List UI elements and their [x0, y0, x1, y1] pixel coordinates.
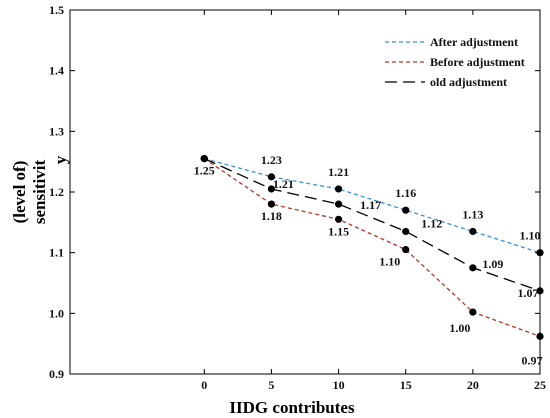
- data-label: 1.00: [449, 321, 470, 335]
- data-point: [267, 200, 276, 208]
- x-tick-label: 20: [467, 378, 479, 392]
- x-tick-label: 25: [534, 378, 546, 392]
- data-label: 1.25: [194, 164, 215, 178]
- data-point: [402, 206, 410, 214]
- y-tick-label: 1.5: [49, 3, 64, 17]
- data-label: 1.15: [328, 224, 349, 238]
- data-label: 1.16: [395, 186, 416, 200]
- data-label: 1.18: [261, 209, 282, 223]
- data-point: [536, 287, 544, 295]
- data-label: 1.21: [328, 165, 349, 179]
- data-label: 1.10: [379, 255, 400, 269]
- data-label: 1.10: [520, 229, 541, 243]
- data-point: [536, 332, 544, 340]
- series-line-2: [204, 158, 541, 292]
- y-tick-label: 1.3: [49, 124, 64, 138]
- series-points: [200, 155, 544, 340]
- data-label: 1.12: [421, 216, 442, 230]
- y-tick-label: 1.0: [49, 306, 64, 320]
- data-label: 0.97: [522, 353, 543, 367]
- y-tick-label: 1.1: [49, 246, 64, 260]
- data-label: 1.13: [462, 207, 483, 221]
- y-axis-title-line-2: sensitivit: [30, 160, 49, 225]
- y-axis-ticks: 0.9 1.0 1.1 1.2 1.3 1.4 1.5: [49, 3, 540, 381]
- data-point: [536, 249, 544, 257]
- data-label: 1.23: [261, 153, 282, 167]
- x-tick-label: 0: [201, 378, 207, 392]
- legend-entry: old adjustment: [430, 75, 507, 89]
- data-point: [469, 227, 477, 236]
- y-axis-title: (level of) sensitivit y: [10, 155, 70, 224]
- x-axis-ticks: 0 5 10 15 20 25: [201, 10, 546, 392]
- data-point: [267, 185, 276, 193]
- y-axis-title-line-3: y: [51, 155, 70, 164]
- data-point: [334, 200, 343, 208]
- data-label: 1.09: [482, 257, 503, 271]
- data-point: [402, 246, 410, 254]
- x-tick-label: 15: [400, 378, 412, 392]
- legend: After adjustment Before adjustment old adj…: [385, 35, 525, 89]
- x-axis-title: IIDG contributes: [229, 398, 355, 417]
- y-tick-label: 1.2: [49, 185, 64, 199]
- data-label: 1.07: [518, 286, 539, 300]
- y-tick-label: 0.9: [49, 367, 64, 381]
- legend-entry: Before adjustment: [430, 55, 525, 69]
- x-tick-label: 10: [333, 378, 345, 392]
- data-point: [469, 264, 477, 272]
- data-point: [469, 308, 477, 316]
- data-label: 1.17: [360, 198, 381, 212]
- data-point: [334, 185, 343, 193]
- data-point: [402, 227, 410, 236]
- legend-entry: After adjustment: [430, 35, 518, 49]
- x-tick-label: 5: [268, 378, 274, 392]
- data-labels: 1.23 1.21 1.16 1.13 1.10 1.25 1.18 1.15 1.10 1.00…: [194, 153, 543, 368]
- series-line-0: [204, 157, 541, 254]
- series-lines: [203, 157, 541, 338]
- y-axis-title-line-1: (level of): [10, 161, 29, 224]
- y-tick-label: 1.4: [49, 64, 64, 78]
- data-point: [334, 215, 343, 223]
- data-label: 1.21: [273, 177, 294, 191]
- data-point: [200, 155, 208, 163]
- data-point: [267, 173, 276, 181]
- series-line-1: [203, 158, 541, 338]
